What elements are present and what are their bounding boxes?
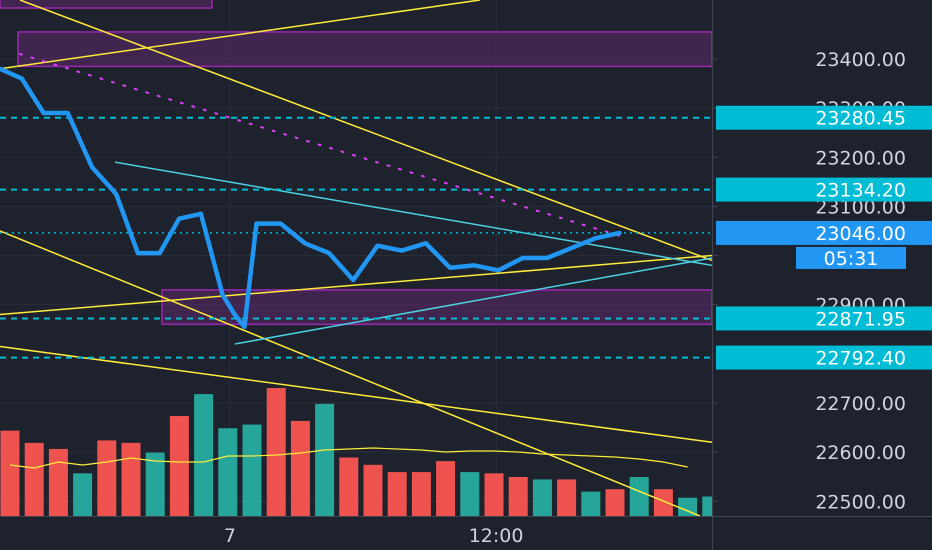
level-tag-label-2: 22871.95 [815, 308, 906, 330]
volume-bar-8 [194, 394, 214, 516]
price-tick-label-7: 22600.00 [815, 442, 906, 464]
level-tag-label-3: 22792.40 [815, 348, 906, 370]
countdown-tag [796, 246, 906, 269]
volume-bar-27 [653, 489, 673, 516]
volume-bar-24 [581, 491, 601, 516]
volume-bar-17 [411, 472, 431, 516]
volume-bar-25 [605, 489, 625, 516]
volume-bar-26 [629, 476, 649, 516]
volume-bar-12 [290, 420, 310, 516]
levels [0, 116, 712, 359]
trendline-upper-resistance [19, 0, 713, 262]
volume-bar-14 [339, 457, 359, 516]
time-tick-label-0: 7 [224, 525, 236, 547]
volume-bar-20 [484, 473, 504, 516]
level-tag-2 [716, 306, 932, 331]
price-tick-label-6: 22700.00 [815, 393, 906, 415]
volume-bar-18 [436, 461, 456, 516]
level-tag-label-1: 23134.20 [815, 180, 906, 202]
trendline-shallow-down [0, 345, 713, 444]
last-price-tag [716, 220, 932, 245]
volume-bar-9 [218, 428, 238, 516]
volume-bar-2 [48, 448, 68, 516]
price-axis[interactable]: 23400.0023300.0023200.0023100.0023000.00… [712, 0, 932, 550]
level-tag-0 [716, 105, 932, 130]
volume-bar-4 [97, 440, 117, 516]
volume-bar-5 [121, 442, 141, 516]
price-tick-label-3: 23100.00 [815, 196, 906, 218]
trendline-cyan-lower [234, 257, 713, 345]
volume-bar-19 [460, 472, 480, 516]
volume-bar-6 [145, 452, 165, 516]
volume-bar-3 [73, 473, 93, 516]
supply-zone-top [0, 0, 213, 9]
price-line [0, 66, 622, 330]
time-axis[interactable]: 7 12:00 [0, 516, 932, 550]
volume-bar-0 [0, 430, 20, 516]
trendlines [0, 0, 713, 517]
volume-bar-7 [169, 416, 189, 516]
time-tick-label-1: 12:00 [469, 525, 524, 547]
price-axis-bg [712, 0, 932, 550]
trendline-top-rising [0, 0, 481, 70]
trendline-steep-down [0, 230, 701, 517]
volume-bar-1 [24, 442, 44, 516]
price-tick-label-0: 23400.00 [815, 49, 906, 71]
volume-bar-11 [266, 388, 286, 516]
volume-bar-23 [557, 479, 577, 516]
countdown-label: 05:31 [824, 248, 879, 270]
price-series [0, 66, 622, 330]
volume-bars [0, 388, 722, 516]
level-tag-3 [716, 345, 932, 370]
volume-ma [9, 447, 688, 469]
time-axis-bg [0, 516, 712, 550]
volume-bar-15 [363, 464, 383, 516]
dotted-guide [19, 53, 621, 237]
volume-ma-line [9, 447, 688, 469]
last-price-label: 23046.00 [815, 223, 906, 245]
level-tag-1 [716, 177, 932, 202]
level-tag-label-0: 23280.45 [815, 108, 906, 130]
volume-bar-13 [315, 403, 335, 516]
price-tick-label-8: 22500.00 [815, 491, 906, 513]
volume-bar-28 [678, 497, 698, 516]
volume-bar-21 [508, 476, 528, 516]
volume-bar-10 [242, 424, 262, 516]
volume-bar-22 [532, 479, 552, 516]
trendline-cyan-upper [114, 161, 713, 267]
volume-bar-16 [387, 472, 407, 516]
supply-zone [17, 31, 713, 68]
trendline-lower-support [0, 254, 713, 316]
price-tick-label-2: 23200.00 [815, 147, 906, 169]
